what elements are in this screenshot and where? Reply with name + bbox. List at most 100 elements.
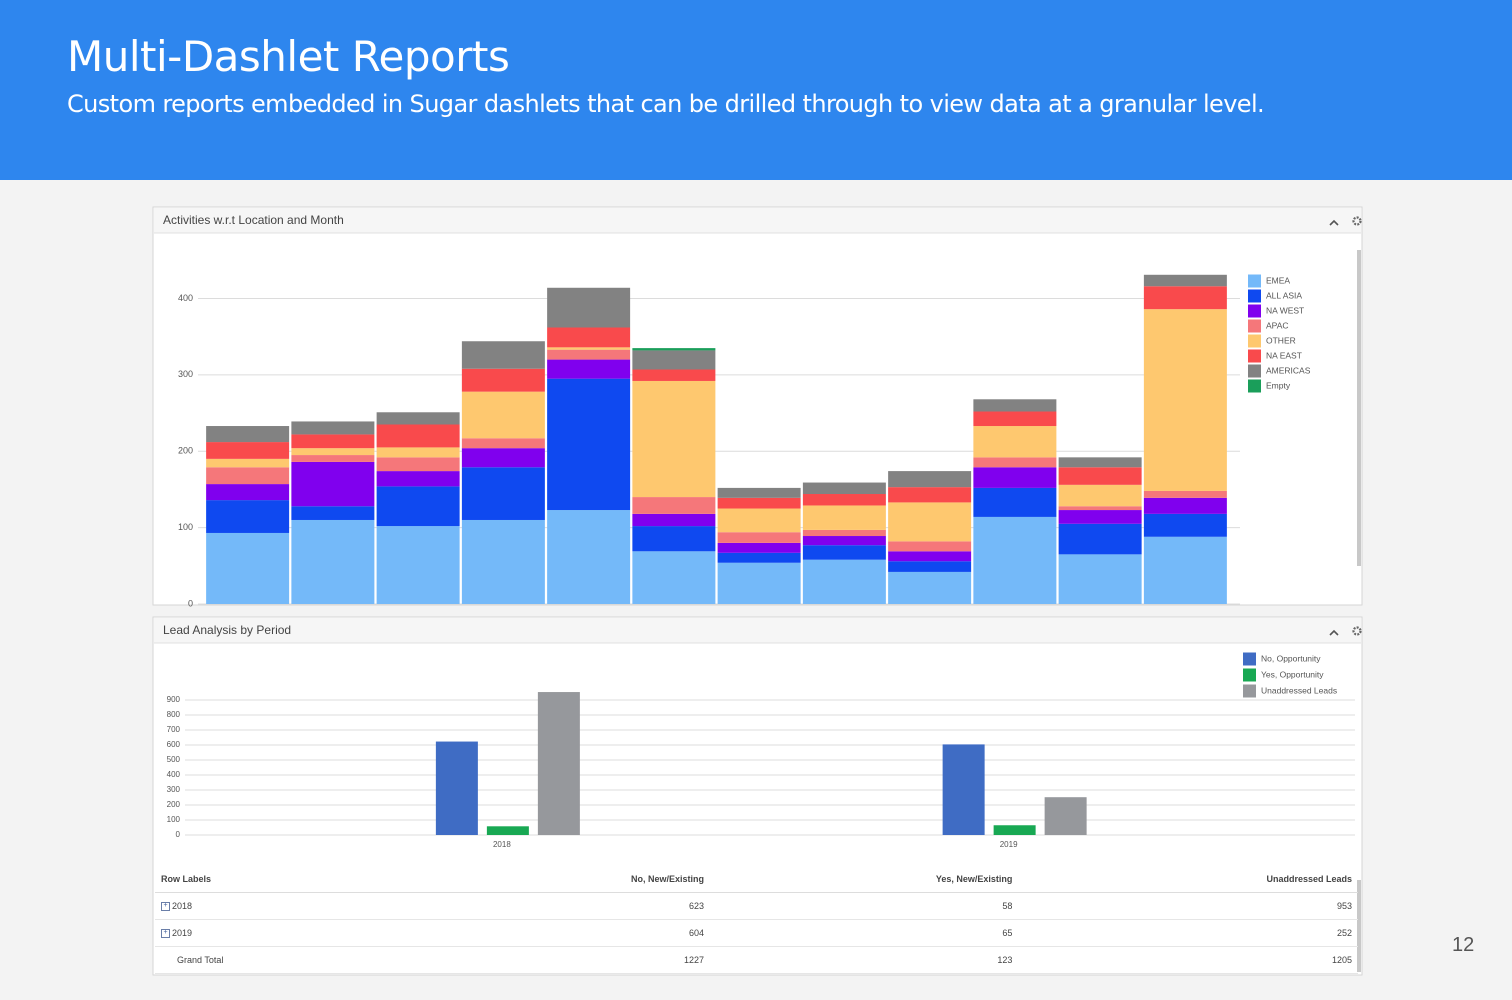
y-tick-label: 0 — [188, 598, 193, 608]
legend-swatch — [1248, 334, 1261, 348]
legend-label: Unaddressed Leads — [1261, 685, 1337, 695]
bar-segment — [376, 526, 460, 604]
expand-icon[interactable]: + — [161, 902, 170, 912]
bar-segment — [632, 350, 716, 370]
bar-segment — [547, 359, 631, 379]
settings-icon[interactable] — [1352, 626, 1362, 636]
cell-text: 65 — [1002, 928, 1013, 938]
bar-segment — [206, 484, 290, 501]
bar-segment — [973, 516, 1057, 604]
bar-segment — [973, 467, 1057, 488]
bar-segment — [206, 442, 290, 459]
table-row: +2019 604 65 252 — [155, 919, 1358, 947]
bar-segment — [802, 536, 886, 546]
bar-segment — [291, 461, 375, 507]
collapse-icon[interactable] — [1329, 219, 1339, 226]
bar-segment — [717, 562, 801, 604]
table-row: +2018 623 58 953 — [155, 892, 1358, 920]
bar — [1044, 797, 1087, 835]
legend-swatch — [1248, 379, 1261, 393]
legend-swatch — [1243, 668, 1256, 682]
expand-icon[interactable]: + — [161, 929, 170, 939]
table-cell: Grand Total — [155, 946, 414, 974]
legend-swatch — [1248, 364, 1261, 378]
legend-swatch — [1248, 304, 1261, 318]
bar-segment — [632, 497, 716, 514]
bar-segment — [888, 551, 972, 562]
bar-segment — [291, 421, 375, 435]
cell-text: Grand Total — [177, 955, 224, 965]
y-tick-label: 200 — [178, 446, 193, 456]
bar-segment — [206, 458, 290, 468]
bar-segment — [1058, 484, 1142, 507]
legend-label: ALL ASIA — [1266, 290, 1302, 300]
bar-segment — [632, 380, 716, 498]
bar-segment — [1058, 467, 1142, 485]
column-header: Yes, New/Existing — [710, 866, 1019, 893]
bar-segment — [291, 448, 375, 456]
dashlet-header — [154, 618, 1361, 643]
cell-text: 953 — [1336, 901, 1352, 911]
bar-segment — [717, 532, 801, 543]
bar-segment — [888, 471, 972, 488]
column-header: Row Labels — [155, 866, 414, 893]
bar — [942, 744, 985, 835]
bar-segment — [802, 545, 886, 560]
page-number: 12 — [1452, 934, 1475, 956]
bar-segment — [888, 561, 972, 572]
bar-segment — [206, 426, 290, 443]
bar-segment — [717, 508, 801, 533]
bar-segment — [1143, 497, 1227, 514]
bar-segment — [717, 552, 801, 563]
cell-text: 123 — [997, 955, 1013, 965]
y-tick-label: 100 — [167, 815, 181, 824]
legend-label: NA EAST — [1266, 350, 1302, 360]
bar-segment — [547, 378, 631, 511]
settings-icon[interactable] — [1352, 216, 1362, 226]
bar-segment — [802, 559, 886, 604]
pivot-table: Row Labels No, New/Existing Yes, New/Exist… — [155, 866, 1358, 974]
bar-segment — [717, 497, 801, 509]
bar-segment — [888, 502, 972, 542]
header-row: Row Labels No, New/Existing Yes, New/Exist… — [155, 866, 1358, 893]
y-tick-label: 500 — [167, 755, 181, 764]
scrollbar[interactable] — [1357, 250, 1361, 566]
y-tick-label: 800 — [167, 710, 181, 719]
bar-segment — [973, 411, 1057, 427]
legend-swatch — [1248, 349, 1261, 363]
bar-segment — [1143, 513, 1227, 537]
dashlet-title: Lead Analysis by Period — [163, 623, 292, 637]
y-tick-label: 300 — [178, 369, 193, 379]
y-tick-label: 600 — [167, 740, 181, 749]
bar-segment — [632, 513, 716, 527]
legend-label: AMERICAS — [1266, 365, 1311, 375]
bar — [435, 741, 478, 835]
x-tick-label: 2018 — [493, 840, 511, 849]
bar-segment — [1058, 554, 1142, 604]
table-cell: +2018 — [155, 892, 414, 920]
bar-segment — [973, 457, 1057, 468]
bar-segment — [1143, 536, 1227, 604]
collapse-icon[interactable] — [1329, 629, 1339, 636]
table-row: Grand Total 1227 123 1205 — [155, 946, 1358, 974]
bar-segment — [291, 455, 375, 462]
bar-segment — [461, 438, 545, 449]
column-header: Unaddressed Leads — [1018, 866, 1358, 893]
bar-segment — [632, 526, 716, 552]
header: Multi-Dashlet Reports Custom reports emb… — [0, 0, 1512, 180]
table-cell: 65 — [710, 919, 1019, 947]
bar-segment — [1058, 523, 1142, 555]
bar-segment — [632, 348, 716, 351]
bar-segment — [632, 551, 716, 604]
y-tick-label: 900 — [167, 695, 181, 704]
bar-segment — [376, 412, 460, 425]
y-tick-label: 300 — [167, 785, 181, 794]
bar-segment — [376, 486, 460, 527]
bar-segment — [717, 487, 801, 498]
bar-segment — [547, 347, 631, 350]
bar-segment — [973, 399, 1057, 412]
bar-segment — [376, 447, 460, 458]
bar — [486, 826, 529, 835]
scrollbar[interactable] — [1357, 880, 1361, 972]
